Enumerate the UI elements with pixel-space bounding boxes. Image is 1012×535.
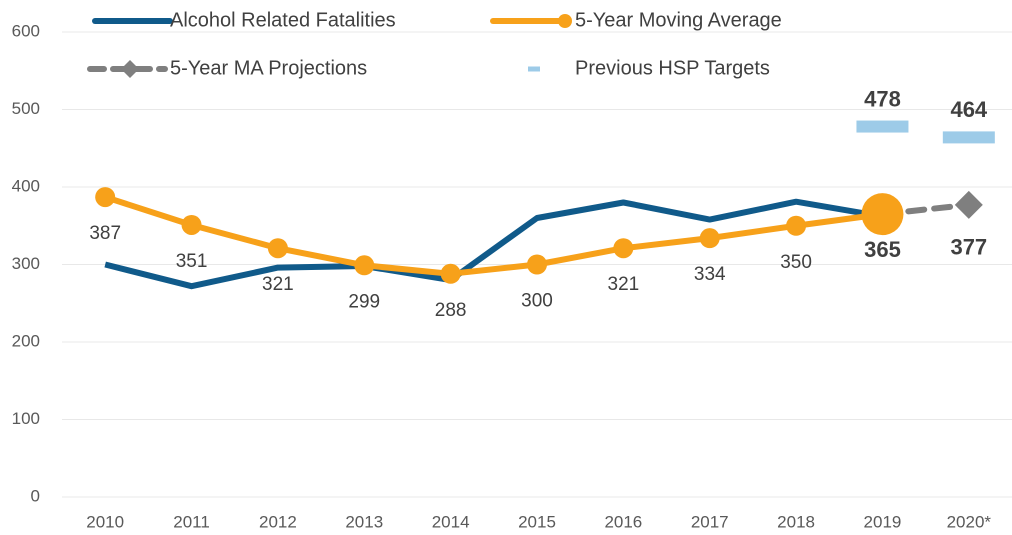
legend-label: Alcohol Related Fatalities	[170, 9, 396, 31]
value-label: 300	[521, 291, 553, 312]
x-tick-label: 2010	[86, 512, 124, 531]
value-label: 334	[694, 264, 726, 285]
x-tick-label: 2019	[864, 512, 902, 531]
point-marker	[861, 193, 904, 236]
x-tick-label: 2013	[345, 512, 383, 531]
point-marker	[613, 238, 634, 259]
x-tick-label: 2016	[604, 512, 642, 531]
target-bar	[856, 120, 909, 133]
x-tick-label: 2015	[518, 512, 556, 531]
point-marker	[354, 255, 375, 276]
value-label: 321	[608, 274, 640, 295]
y-tick-label: 500	[12, 99, 40, 118]
y-tick-label: 100	[12, 409, 40, 428]
target-bar	[942, 131, 995, 144]
x-tick-label: 2018	[777, 512, 815, 531]
point-marker	[440, 263, 461, 284]
value-label: 350	[780, 252, 812, 273]
legend-marker	[558, 14, 572, 28]
series-line	[104, 194, 883, 277]
x-tick-label: 2014	[432, 512, 470, 531]
y-tick-label: 400	[12, 176, 40, 195]
point-marker	[267, 238, 288, 259]
legend-label: 5-Year Moving Average	[575, 9, 782, 31]
point-marker	[786, 215, 807, 236]
point-marker	[954, 190, 983, 219]
x-tick-label: 2020*	[947, 512, 992, 531]
point-marker	[95, 187, 116, 208]
value-label: 377	[950, 235, 987, 260]
point-marker	[181, 214, 202, 235]
x-tick-label: 2017	[691, 512, 729, 531]
point-marker	[527, 254, 547, 275]
y-tick-label: 600	[12, 21, 40, 40]
value-label: 299	[348, 291, 380, 312]
value-label: 387	[89, 223, 121, 244]
series-line	[104, 198, 883, 290]
value-label: 321	[262, 274, 294, 295]
legend-label: 5-Year MA Projections	[170, 57, 367, 79]
value-label: 365	[864, 237, 901, 262]
value-label: 288	[435, 300, 467, 321]
target-label: 464	[950, 97, 987, 122]
target-label: 478	[864, 86, 901, 111]
value-label: 351	[176, 251, 208, 272]
y-tick-label: 300	[12, 254, 40, 273]
y-tick-label: 200	[12, 331, 40, 350]
x-tick-label: 2012	[259, 512, 297, 531]
point-marker	[699, 228, 720, 249]
legend-marker	[121, 60, 139, 78]
x-tick-label: 2011	[173, 512, 210, 531]
legend-label: Previous HSP Targets	[575, 57, 770, 79]
y-tick-label: 0	[31, 486, 40, 505]
